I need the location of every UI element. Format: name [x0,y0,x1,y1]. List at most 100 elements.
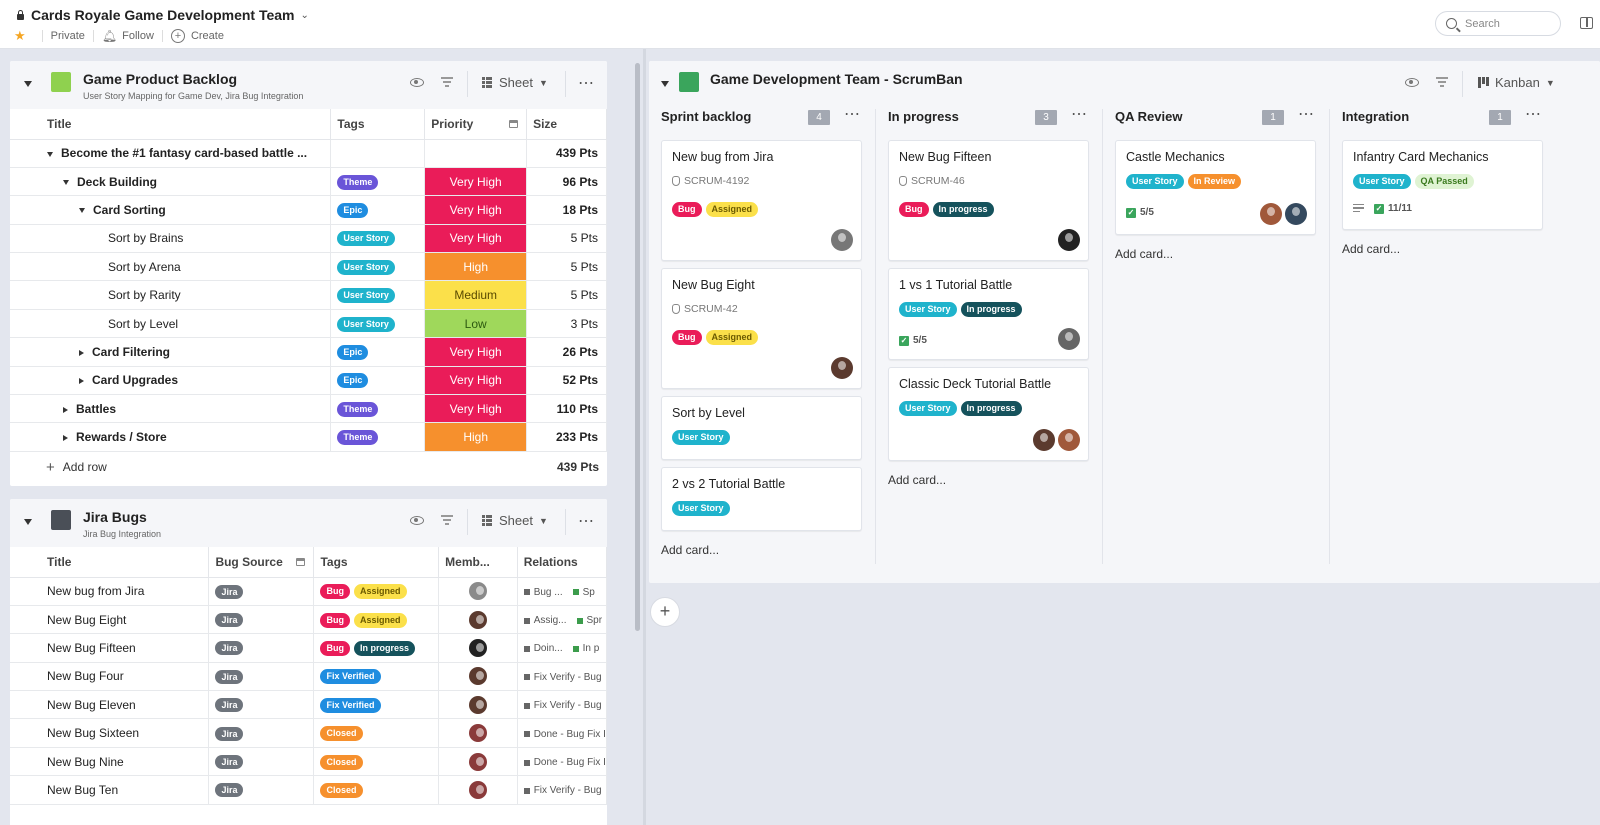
table-row[interactable]: New Bug Eleven Jira Fix Verified Fix Verify… [10,690,607,720]
col-header-title[interactable]: Title [10,109,332,140]
relations-cell[interactable]: Assig... Spr [517,605,607,635]
plus-circle-icon[interactable]: + [170,29,185,43]
table-row[interactable]: New Bug Sixteen Jira Closed Done - Bug Fix … [10,718,607,748]
size-cell[interactable]: 18 Pts [526,195,607,225]
tags-cell[interactable]: Bug Assigned [313,577,440,606]
table-row[interactable]: Card Sorting Epic Very High 18 Pts [10,195,607,225]
column-settings-icon[interactable] [509,120,519,128]
bug-source-cell[interactable]: Jira [208,747,315,777]
size-cell[interactable]: 52 Pts [526,366,607,396]
collapse-caret-icon[interactable] [661,81,669,87]
relations-cell[interactable]: Bug ... Sp [517,577,607,606]
collapsed-caret-icon[interactable] [63,434,68,441]
bug-source-cell[interactable]: Jira [208,633,315,663]
size-cell[interactable]: 3 Pts [526,309,607,339]
avatar[interactable] [1033,429,1055,451]
title-cell[interactable]: New Bug Nine [10,747,210,777]
bug-source-cell[interactable]: Jira [208,775,315,805]
relations-cell[interactable]: Doin... In p [517,633,607,663]
add-card-button[interactable]: Add card... [1115,247,1174,261]
expanded-caret-icon[interactable] [47,151,53,157]
view-selector[interactable]: Kanban ▼ [1478,75,1555,90]
tags-cell[interactable]: User Story [330,280,426,310]
star-icon[interactable]: ★ [14,28,26,43]
more-icon[interactable]: ⋯ [1525,106,1541,123]
title-cell[interactable]: Card Upgrades [10,366,332,396]
bug-source-cell[interactable]: Jira [208,690,315,720]
collapse-caret-icon[interactable] [24,519,32,525]
tags-cell[interactable]: Bug Assigned [313,605,440,635]
avatar[interactable] [1058,328,1080,350]
table-row[interactable]: Card Filtering Epic Very High 26 Pts [10,337,607,367]
tags-cell[interactable]: Theme [330,394,426,424]
members-cell[interactable] [438,718,518,748]
size-cell[interactable]: 26 Pts [526,337,607,367]
tags-cell[interactable]: Fix Verified [313,662,440,692]
relations-cell[interactable]: Done - Bug Fix I [517,718,607,748]
more-icon[interactable]: ⋯ [578,75,594,92]
priority-cell[interactable]: High [424,422,528,452]
avatar[interactable] [468,724,487,743]
col-header-title[interactable]: Title [10,547,210,578]
pane-divider[interactable] [643,49,646,825]
size-cell[interactable]: 110 Pts [526,394,607,424]
kanban-card[interactable]: Infantry Card Mechanics User Story QA Pass… [1342,140,1543,230]
members-cell[interactable] [438,690,518,720]
more-icon[interactable]: ⋯ [1071,106,1087,123]
avatar[interactable] [468,695,487,714]
tags-cell[interactable]: Epic [330,195,426,225]
expanded-caret-icon[interactable] [63,179,69,185]
collapse-caret-icon[interactable] [24,81,32,87]
col-header-tags[interactable]: Tags [330,109,426,140]
kanban-card[interactable]: Sort by Level User Story [661,396,862,460]
title-cell[interactable]: New Bug Ten [10,775,210,805]
more-icon[interactable]: ⋯ [578,513,594,530]
tags-cell[interactable]: Closed [313,775,440,805]
priority-cell[interactable]: High [424,252,528,282]
members-cell[interactable] [438,662,518,692]
tags-cell[interactable]: User Story [330,252,426,282]
table-row[interactable]: New Bug Ten Jira Closed Fix Verify - Bug [10,775,607,805]
eye-icon[interactable] [410,516,424,525]
filter-icon[interactable] [441,77,453,87]
avatar[interactable] [468,667,487,686]
priority-cell[interactable]: Very High [424,337,528,367]
priority-cell[interactable]: Low [424,309,528,339]
title-cell[interactable]: Card Filtering [10,337,332,367]
avatar[interactable] [1285,203,1307,225]
view-selector[interactable]: Sheet ▼ [482,513,548,528]
kanban-card[interactable]: 2 vs 2 Tutorial Battle User Story [661,467,862,531]
workspace-title[interactable]: Cards Royale Game Development Team ⌄ [16,7,309,23]
table-row[interactable]: New Bug Four Jira Fix Verified Fix Verify -… [10,662,607,692]
title-cell[interactable]: Deck Building [10,167,332,197]
bug-source-cell[interactable]: Jira [208,577,315,606]
expanded-caret-icon[interactable] [79,208,85,214]
table-row[interactable]: Rewards / Store Theme High 233 Pts [10,422,607,452]
add-panel-button[interactable]: + [650,597,680,627]
more-icon[interactable]: ⋯ [844,106,860,123]
priority-cell[interactable]: Medium [424,280,528,310]
tags-cell[interactable]: Theme [330,167,426,197]
members-cell[interactable] [438,633,518,663]
avatar[interactable] [1058,229,1080,251]
priority-cell[interactable]: Very High [424,366,528,396]
members-cell[interactable] [438,775,518,805]
priority-cell[interactable]: Very High [424,224,528,254]
avatar[interactable] [1058,429,1080,451]
table-row[interactable]: Battles Theme Very High 110 Pts [10,394,607,424]
add-card-button[interactable]: Add card... [1342,242,1401,256]
filter-icon[interactable] [1436,77,1448,87]
kanban-card[interactable]: New Bug Eight SCRUM-42 Bug Assigned [661,268,862,389]
collapsed-caret-icon[interactable] [63,406,68,413]
members-cell[interactable] [438,605,518,635]
relations-cell[interactable]: Fix Verify - Bug [517,662,607,692]
title-cell[interactable]: New Bug Eleven [10,690,210,720]
table-row[interactable]: Sort by Arena User Story High 5 Pts [10,252,607,282]
avatar[interactable] [468,752,487,771]
tags-cell[interactable]: Fix Verified [313,690,440,720]
column-settings-icon[interactable] [296,558,306,566]
avatar[interactable] [1260,203,1282,225]
col-header-relations[interactable]: Relations [517,547,607,578]
bug-source-cell[interactable]: Jira [208,718,315,748]
filter-icon[interactable] [441,515,453,525]
